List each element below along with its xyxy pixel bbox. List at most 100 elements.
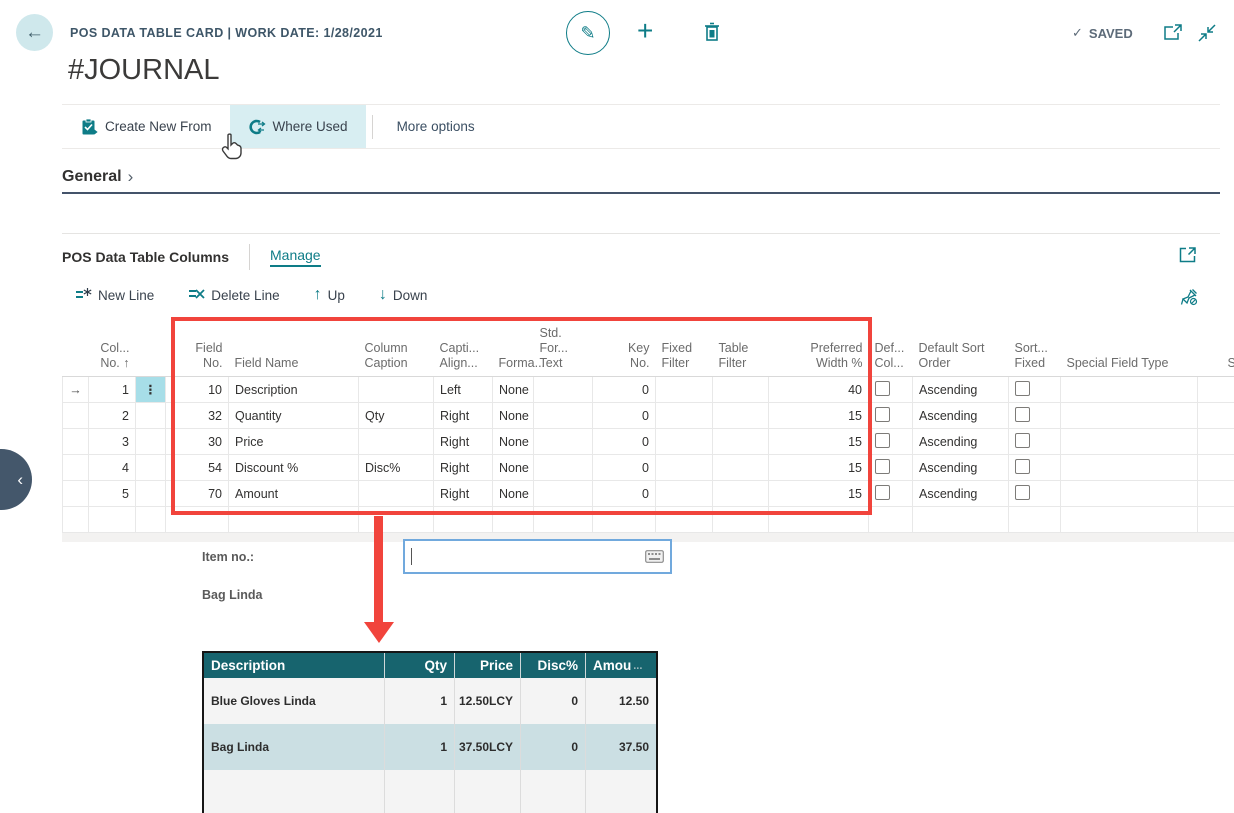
default-column-checkbox[interactable]: [875, 380, 890, 396]
saved-label: SAVED: [1088, 25, 1133, 41]
delete-line-label: Delete Line: [211, 287, 280, 303]
chevron-left-icon: ‹: [17, 469, 23, 489]
preview-header-description: Description: [204, 653, 385, 678]
action-bar: Create New From Where Used More options: [62, 104, 1220, 149]
sort-fixed-checkbox[interactable]: [1015, 458, 1030, 474]
sort-fixed-checkbox[interactable]: [1015, 484, 1030, 500]
columns-grid: Col... No. ↑ Field No. Field Name Column Ca…: [62, 316, 1234, 533]
open-in-new-window-button[interactable]: [1163, 24, 1183, 42]
check-icon: ✓: [1072, 25, 1083, 40]
focus-mode-button[interactable]: [1178, 246, 1197, 264]
collapse-button[interactable]: [1197, 24, 1217, 42]
general-section-toggle[interactable]: General ›: [62, 167, 133, 187]
default-column-checkbox[interactable]: [875, 432, 890, 448]
sort-fixed-checkbox[interactable]: [1015, 380, 1030, 396]
col-header-fixed-filter[interactable]: Fixed Filter: [655, 316, 713, 377]
table-row[interactable]: 4 54 Discount % Disc% Right None 0 15 As…: [62, 454, 1234, 481]
col-header-preferred-width[interactable]: Preferred Width %: [768, 316, 869, 377]
row-menu-button[interactable]: ⋮: [135, 376, 166, 403]
plus-icon: +: [637, 15, 654, 46]
preview-header-disc: Disc%: [521, 653, 586, 678]
create-new-from-label: Create New From: [105, 119, 212, 134]
where-used-button[interactable]: Where Used: [229, 105, 366, 148]
new-line-button[interactable]: New Line: [75, 287, 154, 303]
col-header-caption-align[interactable]: Capti... Align...: [433, 316, 493, 377]
delete-line-icon: [189, 289, 205, 299]
back-button[interactable]: ←: [16, 14, 53, 51]
col-header-table-filter[interactable]: Table Filter: [712, 316, 769, 377]
pos-preview-table: Description Qty Price Disc% Amou... Blue…: [202, 651, 658, 770]
default-column-checkbox[interactable]: [875, 406, 890, 422]
collapse-icon: [1198, 24, 1216, 42]
up-arrow-icon: ↑: [313, 286, 322, 303]
table-row[interactable]: 3 30 Price Right None 0 15 Ascending: [62, 428, 1234, 455]
col-header-field-no[interactable]: Field No.: [165, 316, 229, 377]
grid-header-row: Col... No. ↑ Field No. Field Name Column Ca…: [62, 316, 1234, 377]
down-arrow-icon: ↓: [378, 286, 387, 303]
manage-menu-button[interactable]: Manage: [270, 247, 321, 267]
section-divider: [62, 233, 1220, 234]
item-note: Bag Linda: [202, 588, 263, 602]
general-label: General: [62, 168, 122, 185]
default-column-checkbox[interactable]: [875, 484, 890, 500]
col-header-special-field-type[interactable]: Special Field Type: [1060, 316, 1198, 377]
table-row[interactable]: 2 32 Quantity Qty Right None 0 15 Ascend…: [62, 402, 1234, 429]
col-header-format[interactable]: Forma...: [492, 316, 545, 377]
item-no-label: Item no.:: [202, 550, 255, 564]
move-down-button[interactable]: ↓ Down: [379, 286, 428, 304]
part-divider: [249, 244, 250, 270]
expand-icon: [1179, 247, 1196, 263]
where-used-icon: [248, 119, 266, 134]
col-header-default-sort[interactable]: Default Sort Order: [912, 316, 1009, 377]
create-new-from-button[interactable]: Create New From: [62, 105, 230, 148]
up-label: Up: [327, 287, 345, 303]
ellipsis-icon: ⋮: [144, 383, 157, 397]
chevron-right-icon: ›: [127, 167, 134, 186]
sort-fixed-checkbox[interactable]: [1015, 406, 1030, 422]
pin-off-icon: [1180, 289, 1198, 306]
default-column-checkbox[interactable]: [875, 458, 890, 474]
table-row[interactable]: 5 70 Amount Right None 0 15 Ascending: [62, 480, 1234, 507]
keyboard-icon[interactable]: [645, 550, 664, 563]
breadcrumb: POS DATA TABLE CARD | WORK DATE: 1/28/20…: [70, 26, 383, 40]
new-line-icon: [76, 288, 92, 298]
table-row[interactable]: → 1 ⋮ 10 Description Left None 0 40 Asce…: [62, 376, 1234, 403]
save-status: ✓ SAVED: [1072, 25, 1133, 41]
sort-fixed-checkbox[interactable]: [1015, 432, 1030, 448]
text-caret: [411, 548, 412, 565]
col-header-column-caption[interactable]: Column Caption: [358, 316, 434, 377]
preview-empty-row: [202, 770, 658, 813]
edit-button[interactable]: ✎: [566, 11, 610, 55]
preview-row: Bag Linda 1 37.50LCY 0 37.50: [204, 724, 656, 770]
col-header-clipped[interactable]: S: [1197, 316, 1234, 377]
grid-bottom-strip: [62, 533, 1234, 542]
col-header-key-no[interactable]: Key No.: [592, 316, 656, 377]
col-header-def-col[interactable]: Def... Col...: [868, 316, 913, 377]
current-row-arrow-icon: →: [69, 382, 82, 397]
general-divider: [62, 192, 1220, 194]
move-up-button[interactable]: ↑ Up: [314, 286, 345, 304]
flyout-panel-button[interactable]: ‹: [0, 449, 32, 510]
delete-line-button[interactable]: Delete Line: [188, 287, 280, 303]
action-divider: [371, 114, 373, 139]
col-header-col-no[interactable]: Col... No. ↑: [88, 316, 136, 377]
more-options-label: More options: [396, 119, 475, 134]
pencil-icon: ✎: [580, 22, 596, 43]
preview-header-price: Price: [455, 653, 521, 678]
unpin-pane-button[interactable]: [1180, 288, 1198, 306]
delete-button[interactable]: [701, 21, 723, 43]
where-used-label: Where Used: [272, 119, 348, 134]
item-no-input[interactable]: [403, 539, 672, 574]
part-toolbar: New Line Delete Line ↑ Up ↓ Down: [75, 286, 427, 304]
new-button[interactable]: +: [637, 17, 653, 45]
popout-icon: [1164, 24, 1182, 40]
back-arrow-icon: ←: [25, 21, 44, 43]
col-header-field-name[interactable]: Field Name: [228, 316, 359, 377]
page-title: #JOURNAL: [68, 54, 220, 86]
col-header-sort-fixed[interactable]: Sort... Fixed: [1008, 316, 1061, 377]
annotation-red-arrow-head: [364, 622, 394, 643]
table-row-empty[interactable]: [62, 506, 1234, 533]
more-options-button[interactable]: More options: [379, 105, 493, 148]
col-header-std-format[interactable]: Std. For... Text: [533, 316, 593, 377]
